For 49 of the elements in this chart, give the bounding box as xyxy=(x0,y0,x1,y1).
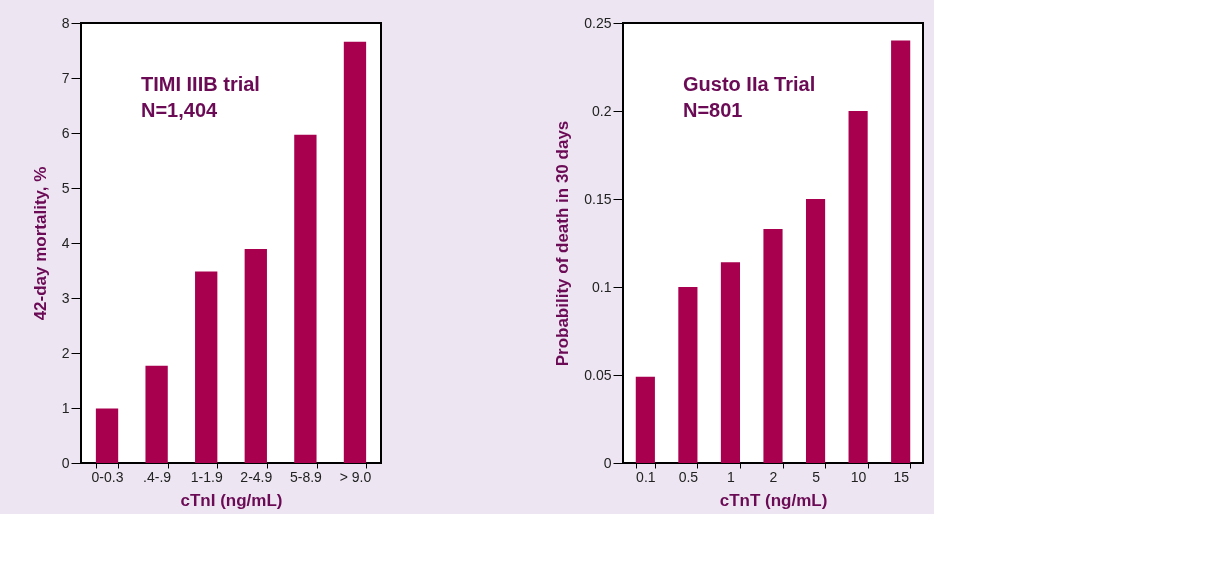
x-tick-label: 0.5 xyxy=(678,468,699,485)
bar xyxy=(244,249,267,463)
bar xyxy=(720,262,741,463)
annotation: Gusto IIa Trial xyxy=(683,73,816,95)
y-axis-title: Probability of death in 30 days xyxy=(553,120,573,367)
x-tick-label: > 9.0 xyxy=(339,468,372,485)
y-tick-label: 0 xyxy=(603,454,612,471)
y-tick-label: 0 xyxy=(61,454,70,471)
x-tick-label: 2 xyxy=(769,468,778,485)
bar xyxy=(95,408,119,463)
x-tick-label: 0.1 xyxy=(636,468,656,485)
x-tick-label: 5 xyxy=(812,468,821,485)
x-tick-label: 1 xyxy=(727,468,736,485)
x-axis-title: cTnT (ng/mL) xyxy=(719,490,828,510)
y-tick-label: 0.2 xyxy=(592,102,612,119)
bar xyxy=(848,111,868,463)
y-tick-label: 5 xyxy=(61,179,70,196)
x-tick-label: 2-4.9 xyxy=(240,468,273,485)
x-tick-label: 15 xyxy=(893,468,910,485)
x-tick-label: 10 xyxy=(850,468,867,485)
bar xyxy=(891,40,911,463)
y-tick-label: 0.15 xyxy=(584,190,612,207)
x-tick-label: .4-.9 xyxy=(143,468,172,485)
y-tick-label: 0.05 xyxy=(584,366,612,383)
y-tick-label: 2 xyxy=(61,344,70,361)
bar xyxy=(145,365,168,463)
y-tick-label: 8 xyxy=(61,14,70,31)
bar xyxy=(195,271,218,463)
y-tick-label: 0.25 xyxy=(584,14,612,31)
bar xyxy=(805,199,826,463)
y-tick-label: 3 xyxy=(61,289,70,306)
y-axis-title: 42-day mortality, % xyxy=(30,166,50,321)
annotation: TIMI IIIB trial xyxy=(141,73,260,95)
bar xyxy=(635,376,655,463)
y-tick-label: 7 xyxy=(61,69,70,86)
x-tick-label: 1-1.9 xyxy=(190,468,223,485)
x-tick-label: 5-8.9 xyxy=(289,468,323,485)
bar xyxy=(343,41,367,463)
y-tick-label: 4 xyxy=(61,234,70,251)
y-tick-label: 0.1 xyxy=(592,278,612,295)
annotation: N=801 xyxy=(683,99,743,121)
x-tick-label: 0-0.3 xyxy=(91,468,124,485)
y-tick-label: 6 xyxy=(61,124,70,141)
y-tick-label: 1 xyxy=(61,399,70,416)
annotation: N=1,404 xyxy=(141,99,219,121)
bar xyxy=(763,228,783,463)
bar xyxy=(294,134,317,463)
x-axis-title: cTnI (ng/mL) xyxy=(180,490,283,510)
bar xyxy=(678,287,698,463)
